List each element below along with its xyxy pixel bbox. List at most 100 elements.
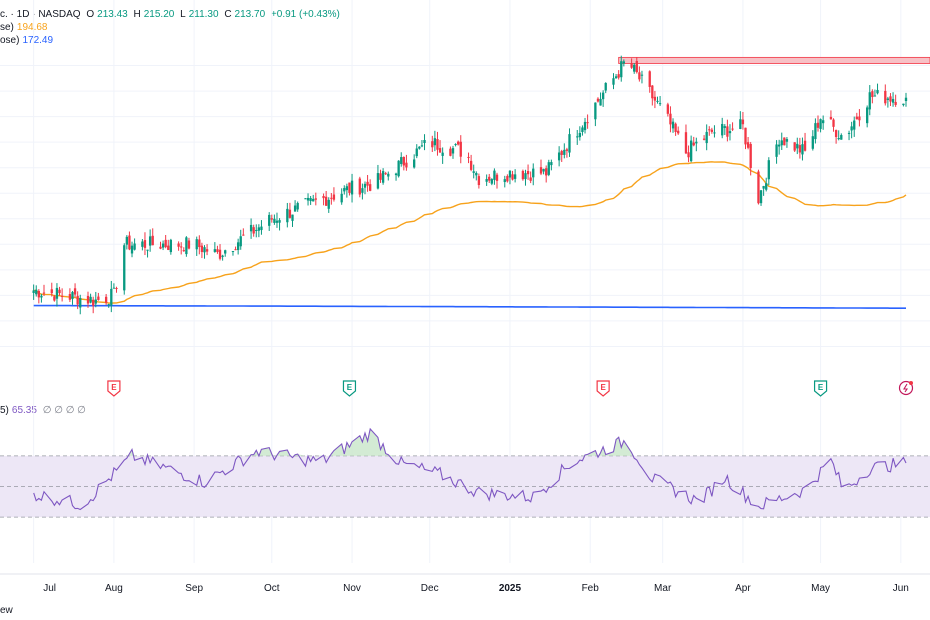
candle[interactable]	[723, 124, 726, 135]
candle[interactable]	[871, 89, 874, 104]
candle[interactable]	[457, 140, 460, 146]
candle[interactable]	[242, 228, 245, 236]
candle[interactable]	[581, 125, 584, 136]
candle[interactable]	[490, 178, 493, 186]
candle[interactable]	[687, 145, 690, 163]
candle[interactable]	[850, 121, 853, 139]
earnings-marker[interactable]: E	[342, 380, 357, 397]
candle[interactable]	[599, 92, 602, 106]
dividend-marker[interactable]	[898, 380, 914, 396]
candle[interactable]	[612, 73, 615, 90]
candle[interactable]	[728, 124, 732, 141]
candle[interactable]	[423, 134, 426, 151]
candle[interactable]	[449, 146, 452, 157]
candle[interactable]	[617, 70, 620, 80]
candle[interactable]	[436, 131, 439, 156]
candle[interactable]	[811, 130, 814, 151]
candle[interactable]	[889, 93, 892, 106]
candle[interactable]	[332, 187, 336, 202]
candle[interactable]	[565, 147, 569, 158]
candle[interactable]	[855, 112, 858, 120]
candle[interactable]	[614, 74, 618, 79]
candle[interactable]	[467, 152, 470, 164]
candle[interactable]	[868, 85, 871, 116]
candle[interactable]	[705, 124, 708, 151]
candle[interactable]	[475, 171, 478, 181]
candle[interactable]	[633, 62, 636, 74]
candle[interactable]	[803, 132, 807, 152]
candle[interactable]	[32, 284, 35, 300]
earnings-marker[interactable]: E	[107, 380, 121, 397]
candle[interactable]	[454, 143, 457, 147]
candle[interactable]	[433, 130, 437, 152]
candle[interactable]	[268, 212, 271, 231]
candle[interactable]	[671, 118, 675, 133]
earnings-marker[interactable]: E	[813, 380, 828, 397]
candle[interactable]	[420, 140, 424, 148]
candle[interactable]	[286, 202, 289, 228]
candle[interactable]	[832, 118, 835, 132]
candle[interactable]	[783, 137, 786, 146]
candle[interactable]	[819, 118, 822, 133]
candle[interactable]	[710, 127, 714, 134]
candle[interactable]	[133, 238, 136, 251]
candle[interactable]	[348, 182, 351, 196]
candle[interactable]	[532, 163, 535, 186]
candle[interactable]	[511, 170, 514, 181]
candle[interactable]	[304, 198, 307, 200]
candle[interactable]	[847, 130, 851, 141]
candle[interactable]	[115, 286, 118, 293]
candle[interactable]	[547, 159, 550, 177]
candle[interactable]	[459, 135, 462, 164]
candle[interactable]	[413, 154, 416, 169]
candle[interactable]	[350, 173, 354, 203]
candle[interactable]	[596, 97, 600, 103]
candle[interactable]	[858, 109, 861, 127]
candle[interactable]	[622, 59, 626, 67]
candle[interactable]	[780, 132, 783, 150]
candle[interactable]	[431, 135, 434, 153]
candle[interactable]	[508, 170, 512, 185]
candle[interactable]	[71, 290, 74, 305]
candle[interactable]	[814, 118, 817, 144]
candle[interactable]	[185, 236, 188, 257]
candle[interactable]	[746, 137, 750, 150]
candle[interactable]	[50, 282, 53, 297]
candle[interactable]	[278, 218, 281, 231]
candle[interactable]	[493, 168, 496, 185]
candle[interactable]	[195, 236, 198, 256]
candle[interactable]	[327, 197, 330, 213]
candle[interactable]	[288, 202, 292, 219]
candle[interactable]	[529, 171, 532, 184]
candle[interactable]	[200, 242, 204, 259]
candle[interactable]	[542, 168, 545, 175]
candle[interactable]	[213, 242, 217, 253]
candle[interactable]	[143, 232, 147, 256]
ma-slow-line[interactable]	[33, 304, 906, 309]
candle[interactable]	[330, 193, 333, 205]
candle[interactable]	[53, 294, 56, 302]
candle[interactable]	[550, 159, 553, 171]
candle[interactable]	[695, 137, 698, 152]
candle[interactable]	[568, 128, 571, 157]
candle[interactable]	[79, 294, 82, 315]
candle[interactable]	[684, 124, 688, 155]
candle[interactable]	[656, 96, 659, 104]
candle[interactable]	[42, 284, 46, 297]
candle[interactable]	[148, 229, 152, 252]
candle[interactable]	[873, 89, 877, 97]
candle[interactable]	[146, 249, 149, 258]
candle[interactable]	[816, 115, 820, 132]
candle[interactable]	[402, 156, 405, 171]
candle[interactable]	[363, 181, 367, 195]
candle[interactable]	[275, 212, 279, 228]
candle[interactable]	[796, 137, 799, 155]
candle[interactable]	[775, 140, 778, 164]
candle[interactable]	[594, 102, 597, 127]
candle[interactable]	[640, 70, 644, 84]
ma-fast-line[interactable]	[33, 161, 907, 304]
candle[interactable]	[73, 283, 77, 298]
candle[interactable]	[666, 102, 670, 117]
candle[interactable]	[545, 165, 548, 183]
candle[interactable]	[252, 224, 255, 237]
